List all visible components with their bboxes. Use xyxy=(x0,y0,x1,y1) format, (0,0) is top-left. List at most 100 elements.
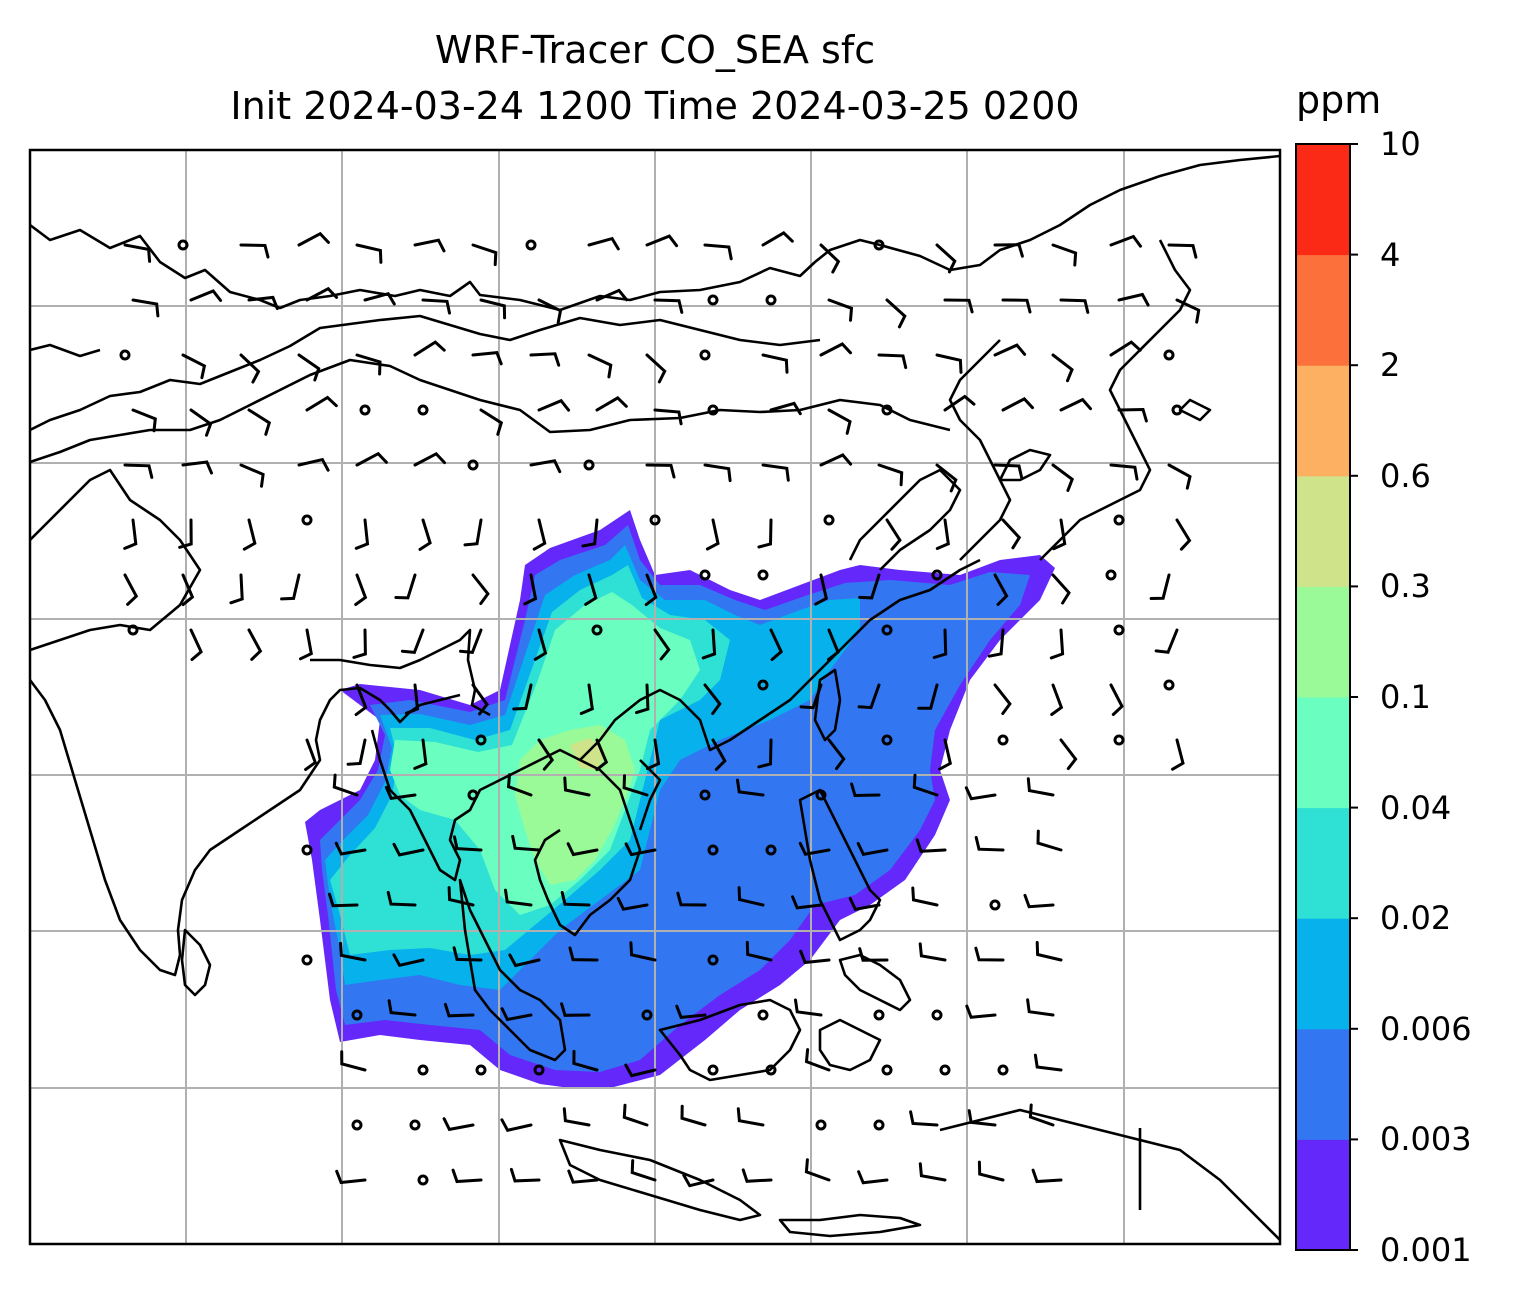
wind-barb xyxy=(1149,573,1171,600)
wind-barb xyxy=(850,782,881,798)
calm-wind-marker xyxy=(757,1009,769,1021)
wind-barb xyxy=(1001,397,1034,412)
wind-barb xyxy=(363,291,396,306)
wind-barb xyxy=(1036,829,1063,852)
wind-barb xyxy=(537,738,555,771)
wind-barb xyxy=(741,1168,773,1183)
colorbar-tick-label: 0.001 xyxy=(1380,1231,1472,1269)
wind-barb xyxy=(581,518,599,548)
wind-barb xyxy=(1171,738,1185,771)
colorbar-tick-label: 0.006 xyxy=(1380,1009,1472,1048)
wind-barb xyxy=(305,395,338,412)
wind-barb xyxy=(1001,518,1022,550)
wind-barb xyxy=(178,518,193,549)
calm-wind-marker xyxy=(881,624,893,636)
calm-wind-marker xyxy=(707,844,719,856)
wind-barb xyxy=(529,459,562,474)
wind-barb xyxy=(355,353,382,376)
wind-barb xyxy=(1028,1103,1055,1127)
colorbar-segment xyxy=(1296,144,1350,256)
wind-barb xyxy=(993,683,1012,715)
wind-barb xyxy=(123,573,139,606)
colorbar-tick-label: 0.1 xyxy=(1380,678,1431,716)
wind-barb xyxy=(911,886,939,907)
calm-wind-marker xyxy=(301,954,313,966)
wind-barb xyxy=(909,1110,939,1127)
wind-barb xyxy=(943,394,976,412)
calm-wind-marker xyxy=(1113,624,1125,636)
wind-barb xyxy=(799,683,823,710)
wind-barb xyxy=(1059,298,1090,314)
wind-barb xyxy=(1175,518,1192,551)
wind-barb xyxy=(504,888,533,907)
wind-barb xyxy=(560,1002,591,1017)
wind-barb xyxy=(566,842,599,857)
wind-barb xyxy=(645,463,676,479)
calm-wind-marker xyxy=(301,514,313,526)
wind-barb xyxy=(622,1103,649,1127)
wind-barb xyxy=(675,1004,707,1020)
wind-barb xyxy=(804,1048,831,1072)
wind-barb xyxy=(1051,463,1075,492)
calm-wind-marker xyxy=(467,789,479,801)
wind-barb xyxy=(562,1107,591,1127)
map-frame xyxy=(28,148,1282,1246)
wind-barb xyxy=(529,352,561,367)
wind-barb xyxy=(189,289,223,302)
wind-barb xyxy=(819,243,841,274)
wind-barb xyxy=(532,518,547,551)
wind-barb xyxy=(394,573,417,600)
wind-barb xyxy=(935,518,950,550)
wind-barb xyxy=(1035,941,1063,962)
wind-barb xyxy=(335,1169,367,1185)
wind-barb xyxy=(181,353,207,380)
wind-barb xyxy=(977,1160,1005,1182)
wind-barb xyxy=(993,463,1024,480)
wind-barb xyxy=(1026,777,1055,797)
wind-barb xyxy=(354,683,368,717)
wind-barb xyxy=(676,891,707,907)
calm-wind-marker xyxy=(873,1119,885,1131)
wind-barb xyxy=(1059,397,1092,412)
colorbar-segment xyxy=(1296,918,1350,1030)
wind-barb xyxy=(471,683,489,716)
calm-wind-marker xyxy=(873,1009,885,1021)
wind-barb xyxy=(452,946,483,962)
calm-wind-marker xyxy=(707,1064,719,1076)
wind-barb xyxy=(413,340,446,357)
wind-barb xyxy=(587,353,613,379)
wind-barb xyxy=(386,890,417,907)
wind-barb xyxy=(1117,407,1148,423)
colorbar-tick-label: 4 xyxy=(1380,235,1401,274)
wind-barb xyxy=(328,892,359,908)
wind-barb xyxy=(447,886,475,907)
calm-wind-marker xyxy=(301,844,313,856)
calm-wind-marker xyxy=(475,734,487,746)
calm-wind-marker xyxy=(699,569,711,581)
wind-barb xyxy=(938,738,953,771)
wind-barb xyxy=(181,573,195,607)
wind-barb xyxy=(297,231,330,247)
wind-barb xyxy=(799,949,831,965)
map-gridlines xyxy=(30,150,1280,1244)
wind-barb xyxy=(595,738,609,772)
wind-barb xyxy=(705,518,720,551)
wind-barb xyxy=(229,573,244,605)
wind-barb xyxy=(653,408,683,426)
wind-barb xyxy=(965,1004,997,1019)
wind-barb xyxy=(646,738,661,771)
wind-barb xyxy=(1051,353,1074,383)
calm-wind-marker xyxy=(823,514,835,526)
colorbar xyxy=(1296,143,1358,1251)
wind-barb xyxy=(297,457,330,472)
wind-barb xyxy=(131,298,160,318)
wind-barb xyxy=(508,953,541,968)
wind-barb xyxy=(413,738,428,770)
wind-barb xyxy=(645,234,679,248)
wind-barb xyxy=(1049,628,1065,660)
wind-barb xyxy=(616,896,649,911)
colorbar-segment xyxy=(1296,365,1350,477)
wind-barb xyxy=(512,683,533,711)
wind-barb xyxy=(297,353,321,382)
wind-barb xyxy=(711,738,727,771)
